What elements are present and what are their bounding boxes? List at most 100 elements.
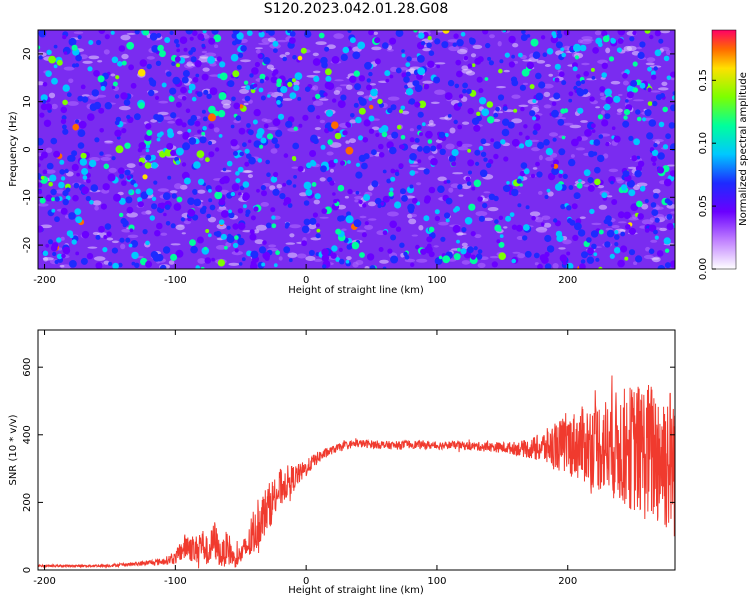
heatmap-cell xyxy=(293,126,298,131)
heatmap-cell xyxy=(96,39,102,46)
heatmap-streak xyxy=(645,62,655,66)
heatmap-streak xyxy=(417,167,427,171)
heatmap-cell xyxy=(275,250,280,256)
heatmap-streak xyxy=(92,200,102,206)
heatmap-cell xyxy=(138,142,146,150)
heatmap-cell xyxy=(623,109,631,116)
heatmap-cell xyxy=(62,190,69,197)
heatmap-cell xyxy=(81,186,89,195)
heatmap-cell xyxy=(310,134,318,143)
heatmap-cell xyxy=(161,82,167,88)
heatmap-streak xyxy=(401,110,410,115)
heatmap-cell xyxy=(407,203,415,212)
heatmap-cell xyxy=(134,262,140,268)
heatmap-cell xyxy=(409,137,415,143)
heatmap-cell xyxy=(123,99,131,106)
heatmap-streak xyxy=(255,49,261,54)
heatmap-cell xyxy=(95,234,101,240)
heatmap-streak xyxy=(284,51,290,56)
heatmap-cell xyxy=(447,79,455,87)
heatmap-streak xyxy=(419,30,431,33)
heatmap-streak xyxy=(97,60,103,63)
heatmap-cell xyxy=(653,229,658,235)
heatmap-streak xyxy=(319,119,326,124)
heatmap-cell xyxy=(68,37,77,46)
heatmap-cell xyxy=(81,168,89,175)
snr-series xyxy=(38,375,675,569)
heatmap-cell xyxy=(417,55,425,63)
heatmap-cell xyxy=(315,223,320,228)
bottom-y-axis-label: SNR (10 * v/v) xyxy=(8,414,19,485)
heatmap-cell xyxy=(321,254,330,262)
heatmap-cell xyxy=(554,183,563,191)
heatmap-cell xyxy=(608,176,616,184)
heatmap-streak xyxy=(349,119,357,124)
heatmap-cell xyxy=(175,118,183,126)
y-tick-label: 0 xyxy=(22,567,33,573)
heatmap-streak xyxy=(267,37,276,43)
heatmap-cell xyxy=(502,118,510,126)
heatmap-cell xyxy=(394,201,402,209)
heatmap-streak xyxy=(434,89,446,95)
heatmap-cell xyxy=(378,247,384,252)
heatmap-streak xyxy=(150,119,158,123)
heatmap-cell xyxy=(537,263,543,269)
heatmap-cell xyxy=(633,138,640,146)
heatmap-cell xyxy=(560,47,565,52)
heatmap-streak xyxy=(622,80,629,86)
heatmap-cell xyxy=(42,250,49,257)
heatmap-streak xyxy=(73,31,84,34)
heatmap-streak xyxy=(616,108,623,113)
heatmap-cell xyxy=(294,72,303,80)
heatmap-cell xyxy=(274,143,280,149)
heatmap-cell xyxy=(42,81,48,87)
heatmap-cell xyxy=(40,151,48,159)
heatmap-cell xyxy=(292,55,297,60)
heatmap-streak xyxy=(225,241,232,248)
heatmap-cell xyxy=(477,249,483,254)
heatmap-cell xyxy=(423,83,430,90)
heatmap-streak xyxy=(291,166,299,169)
heatmap-streak xyxy=(104,154,112,157)
heatmap-cell xyxy=(266,172,271,177)
heatmap-cell xyxy=(231,96,236,102)
heatmap-streak xyxy=(645,246,651,252)
heatmap-cell xyxy=(209,204,216,211)
heatmap-cell xyxy=(185,108,191,114)
heatmap-cell xyxy=(567,218,573,224)
heatmap-streak xyxy=(120,243,126,250)
heatmap-cell xyxy=(389,187,394,192)
heatmap-streak xyxy=(626,45,637,52)
heatmap-cell xyxy=(445,218,450,223)
heatmap-cell xyxy=(71,150,78,157)
heatmap-cell xyxy=(228,212,235,219)
heatmap-cell xyxy=(353,219,362,228)
heatmap-cell xyxy=(605,96,613,104)
heatmap-cell xyxy=(40,94,48,102)
heatmap-cell xyxy=(628,135,634,141)
heatmap-cell xyxy=(484,77,489,81)
heatmap-cell xyxy=(368,97,373,101)
heatmap-cell xyxy=(104,34,110,40)
heatmap-cell xyxy=(635,165,643,172)
heatmap-cell xyxy=(205,157,210,163)
heatmap-cell xyxy=(237,208,244,214)
heatmap-streak xyxy=(606,195,613,198)
heatmap-cell xyxy=(444,212,451,219)
heatmap-cell xyxy=(59,159,65,165)
heatmap-cell xyxy=(509,212,515,218)
heatmap-cell xyxy=(390,234,397,241)
heatmap-streak xyxy=(418,225,424,231)
heatmap-cell xyxy=(268,30,275,36)
heatmap-cell xyxy=(538,81,546,89)
heatmap-cell xyxy=(87,113,95,121)
heatmap-cell xyxy=(420,248,427,255)
heatmap-cell xyxy=(97,75,105,83)
heatmap-cell xyxy=(151,45,160,53)
heatmap-streak xyxy=(646,57,656,63)
heatmap-cell xyxy=(523,168,530,175)
heatmap-cell xyxy=(617,30,626,36)
heatmap-streak xyxy=(611,225,620,229)
heatmap-streak xyxy=(543,91,551,98)
heatmap-cell xyxy=(557,30,562,34)
